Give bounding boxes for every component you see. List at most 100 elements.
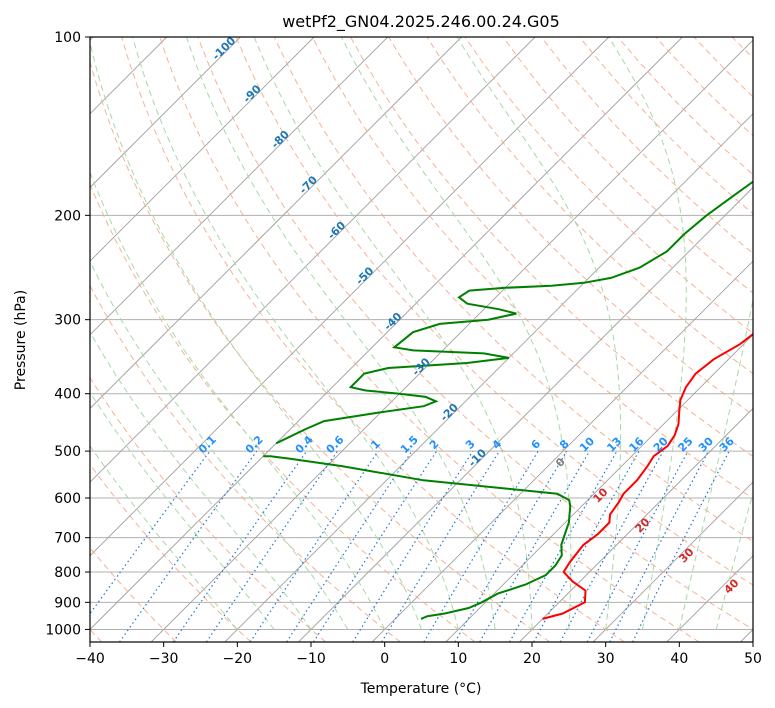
y-tick-label: 500 bbox=[54, 444, 81, 460]
dry-adiabat-line bbox=[617, 37, 753, 176]
y-tick-label: 100 bbox=[54, 30, 81, 46]
temperature-profile bbox=[542, 332, 753, 620]
dewpoint-profile bbox=[275, 180, 753, 445]
x-tick-label: −30 bbox=[149, 651, 179, 667]
chart-title: wetPf2_GN04.2025.246.00.24.G05 bbox=[282, 12, 560, 32]
dry-adiabat-label: -60 bbox=[325, 219, 348, 242]
dry-adiabat-line bbox=[502, 37, 753, 294]
dry-adiabat-label: -90 bbox=[241, 82, 264, 105]
dry-adiabat-line bbox=[273, 37, 753, 543]
mixing-ratio-label: 0.6 bbox=[324, 433, 347, 456]
moist-adiabat-line bbox=[90, 171, 386, 630]
mixing-ratio-line bbox=[586, 450, 689, 642]
dry-adiabat-line bbox=[90, 182, 476, 642]
dry-adiabat-line bbox=[311, 37, 753, 500]
x-tick-label: −10 bbox=[296, 651, 326, 667]
x-tick-label: 40 bbox=[670, 651, 688, 667]
dry-adiabat-label: -20 bbox=[438, 401, 461, 424]
dry-adiabat-label: -80 bbox=[269, 128, 292, 151]
moist-adiabat-line bbox=[132, 37, 459, 630]
mixing-ratio-line bbox=[205, 450, 338, 642]
isotherm-line bbox=[150, 39, 753, 642]
y-tick-label: 200 bbox=[54, 208, 81, 224]
dry-adiabat-line bbox=[121, 37, 625, 642]
y-tick-label: 800 bbox=[54, 565, 81, 581]
moist-adiabat-line bbox=[340, 37, 572, 630]
plot-frame bbox=[89, 36, 754, 643]
mixing-ratio-label: 8 bbox=[557, 437, 572, 452]
isotherm-line bbox=[592, 481, 753, 642]
x-tick-label: 20 bbox=[523, 651, 541, 667]
moist-adiabat-label: 10 bbox=[591, 485, 611, 505]
moist-adiabat-label: 40 bbox=[722, 576, 742, 596]
y-tick-label: 700 bbox=[54, 531, 81, 547]
moist-adiabat-line bbox=[90, 260, 349, 630]
y-tick-label: 900 bbox=[54, 595, 81, 611]
mixing-ratio-label: 0.4 bbox=[293, 433, 316, 456]
mixing-ratio-line bbox=[559, 450, 664, 642]
moist-adiabat-line bbox=[608, 37, 687, 630]
mixing-ratio-line bbox=[454, 450, 568, 642]
y-axis-label: Pressure (hPa) bbox=[13, 290, 29, 390]
dry-adiabat-line bbox=[350, 37, 753, 458]
dry-adiabat-line bbox=[388, 37, 753, 416]
isotherm-line bbox=[90, 37, 683, 631]
dry-adiabat-line bbox=[693, 37, 753, 98]
dry-adiabat-line bbox=[90, 463, 252, 642]
isotherm-line bbox=[90, 37, 462, 410]
moist-adiabat-line bbox=[456, 37, 622, 630]
mixing-ratio-label: 25 bbox=[675, 435, 695, 455]
x-tick-label: 0 bbox=[380, 651, 389, 667]
mixing-ratio-label: 13 bbox=[604, 435, 624, 455]
isotherm-line bbox=[224, 113, 753, 642]
y-tick-label: 400 bbox=[54, 387, 81, 403]
isotherm-line bbox=[90, 37, 389, 336]
mixing-ratio-line bbox=[249, 450, 379, 642]
dry-adiabat-line bbox=[235, 37, 753, 586]
mixing-ratio-label: 0.1 bbox=[196, 433, 219, 456]
mixing-ratio-line bbox=[286, 450, 413, 642]
isotherm-line bbox=[371, 260, 753, 642]
axes: −40 −30 −20 −10 0 10 20 30 40 5010020030040050060… bbox=[45, 30, 762, 667]
moist-adiabat-line bbox=[90, 445, 238, 630]
isotherm-line bbox=[90, 37, 610, 557]
plot-area: -100-90-80-70-60-50-40-30-20-100.1 0.2 0.4… bbox=[90, 34, 775, 642]
dewpoint-profile bbox=[263, 455, 572, 620]
isotherm-line bbox=[90, 37, 315, 262]
dry-adiabat-line bbox=[655, 37, 753, 137]
isotherm-line bbox=[90, 37, 241, 189]
mixing-ratio-line bbox=[312, 450, 438, 642]
mixing-ratio-line bbox=[533, 450, 640, 642]
dry-adiabat-line bbox=[541, 37, 753, 254]
moist-adiabat-line bbox=[253, 37, 533, 630]
moist-adiabat-line bbox=[715, 491, 753, 630]
dry-adiabat-line bbox=[90, 284, 401, 642]
moist-adiabat-label: 20 bbox=[633, 515, 653, 535]
x-tick-label: −20 bbox=[223, 651, 253, 667]
x-tick-label: −40 bbox=[75, 651, 105, 667]
isotherm-line bbox=[519, 407, 753, 642]
dry-adiabat-label: -50 bbox=[353, 264, 376, 287]
mixing-ratio-label: 2 bbox=[427, 437, 442, 452]
mixing-ratio-line bbox=[381, 450, 501, 642]
isotherm-line bbox=[445, 334, 753, 642]
mixing-ratio-label: 1.5 bbox=[398, 433, 421, 456]
dry-adiabat-label: -30 bbox=[410, 355, 433, 378]
dry-adiabat-line bbox=[770, 37, 775, 642]
y-tick-label: 600 bbox=[54, 491, 81, 507]
isotherm-line bbox=[90, 37, 536, 483]
mixing-ratio-line bbox=[423, 450, 539, 642]
dry-adiabat-label: -100 bbox=[210, 34, 239, 63]
x-tick-label: 30 bbox=[597, 651, 615, 667]
moist-adiabat-line bbox=[186, 37, 496, 630]
moist-adiabat-line bbox=[678, 296, 753, 630]
dry-adiabat-label: -40 bbox=[381, 310, 404, 333]
dry-adiabat-line bbox=[90, 376, 327, 642]
mixing-ratio-line bbox=[352, 450, 474, 642]
x-tick-label: 50 bbox=[744, 651, 762, 667]
dry-adiabat-line bbox=[90, 60, 551, 642]
mixing-ratio-line bbox=[172, 450, 308, 642]
x-axis-label: Temperature (°C) bbox=[360, 681, 482, 697]
mixing-ratio-line bbox=[119, 450, 258, 642]
moist-adiabat-line bbox=[90, 391, 275, 630]
